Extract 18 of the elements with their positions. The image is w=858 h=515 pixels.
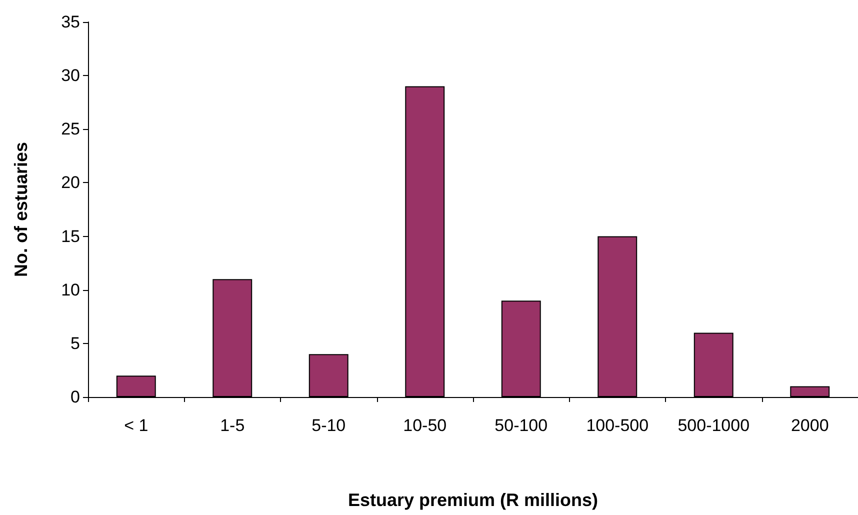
y-tick-label: 10 [61, 280, 80, 300]
y-tick-label: 35 [61, 12, 80, 32]
y-tick-label: 30 [61, 66, 80, 86]
x-tick-label: 1-5 [220, 416, 245, 435]
y-tick-label: 5 [70, 334, 80, 353]
x-tick-label: 5-10 [312, 416, 346, 435]
x-tick-label: 2000 [790, 416, 829, 435]
x-tick-label: 100-500 [586, 416, 649, 435]
y-axis-title: No. of estuaries [11, 142, 31, 278]
x-tick-label: 500-1000 [678, 416, 750, 435]
x-tick-label: 10-50 [403, 416, 447, 435]
x-tick-label: < 1 [124, 416, 148, 435]
x-axis-title: Estuary premium (R millions) [348, 490, 598, 510]
y-tick-label: 25 [61, 120, 80, 139]
y-tick-label: 0 [70, 388, 80, 406]
x-tick-label: 50-100 [494, 416, 548, 435]
y-tick-label: 15 [61, 226, 80, 246]
y-tick-label: 20 [61, 173, 80, 192]
